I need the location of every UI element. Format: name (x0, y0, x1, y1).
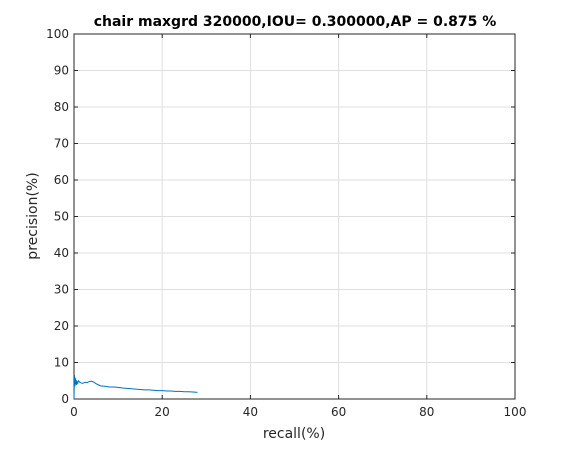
y-tick-label: 60 (54, 173, 69, 187)
grid-lines (73, 33, 516, 400)
x-tick-label: 80 (419, 405, 434, 419)
y-axis-label: precision(%) (25, 172, 41, 259)
x-tick-label: 60 (331, 405, 346, 419)
y-tick-label: 10 (54, 356, 69, 370)
x-axis-label: recall(%) (263, 426, 325, 442)
series-lines (73, 375, 198, 400)
y-tick-label: 40 (54, 246, 69, 260)
chart-title: chair maxgrd 320000,IOU= 0.300000,AP = 0… (94, 14, 497, 30)
y-tick-labels: 0 10 20 30 40 50 60 70 80 90 100 (46, 27, 69, 406)
axis-ticks (73, 33, 516, 400)
x-tick-label: 20 (155, 405, 170, 419)
precision-recall-curve (73, 375, 198, 400)
x-tick-label: 100 (504, 405, 527, 419)
y-tick-label: 70 (54, 137, 69, 151)
x-tick-label: 40 (243, 405, 258, 419)
y-tick-label: 90 (54, 64, 69, 78)
y-tick-label: 0 (61, 392, 69, 406)
y-tick-label: 30 (54, 283, 69, 297)
x-tick-labels: 0 20 40 60 80 100 (70, 405, 526, 419)
x-tick-label: 0 (70, 405, 78, 419)
y-tick-label: 20 (54, 319, 69, 333)
y-tick-label: 100 (46, 27, 69, 41)
y-tick-label: 80 (54, 100, 69, 114)
y-tick-label: 50 (54, 210, 69, 224)
